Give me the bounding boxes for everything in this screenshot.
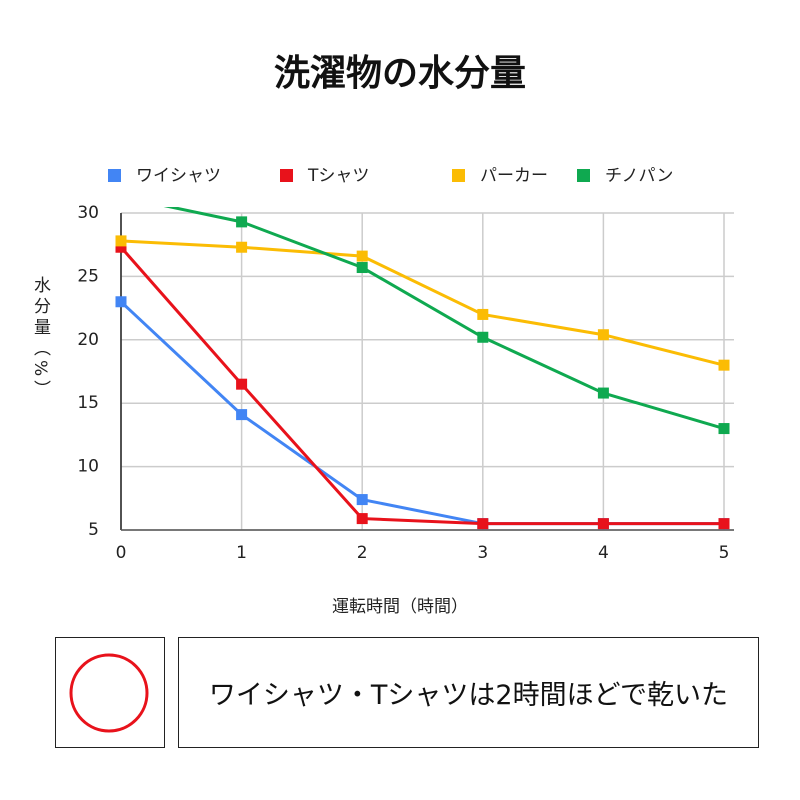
data-point <box>115 241 127 253</box>
legend: ワイシャツ Tシャツ パーカー チノパン <box>108 166 673 186</box>
data-point <box>597 329 609 341</box>
x-tick-label: 3 <box>477 543 488 563</box>
data-point <box>356 494 368 506</box>
legend-label: チノパン <box>605 166 673 186</box>
data-point <box>597 518 609 530</box>
y-tick-label: 30 <box>77 203 99 223</box>
chart-title: 洗濯物の水分量 <box>274 53 526 94</box>
circle-mark <box>69 653 149 733</box>
data-point <box>236 241 248 253</box>
data-point <box>597 387 609 399</box>
series-line <box>163 207 725 430</box>
legend-label: ワイシャツ <box>136 166 221 186</box>
legend-swatch <box>452 169 465 182</box>
data-point <box>236 378 248 390</box>
x-tick-label: 5 <box>719 543 730 563</box>
data-point <box>115 296 127 308</box>
data-point <box>356 513 368 525</box>
legend-swatch <box>280 169 293 182</box>
y-tick-label: 25 <box>77 266 99 286</box>
x-tick-label: 0 <box>116 543 127 563</box>
x-tick-label: 2 <box>357 543 368 563</box>
data-point <box>718 359 730 371</box>
series-line <box>119 246 724 526</box>
plot-area <box>115 191 730 530</box>
mark-box <box>55 637 165 748</box>
y-axis-label: 水分量（%） <box>30 276 51 401</box>
series-line <box>120 239 725 367</box>
x-tick-label: 4 <box>598 543 609 563</box>
data-point <box>356 262 368 274</box>
data-point <box>477 308 489 320</box>
y-tick-label: 5 <box>88 520 99 540</box>
data-point <box>477 518 489 530</box>
data-point <box>477 331 489 343</box>
data-point <box>718 518 730 530</box>
data-point <box>116 191 127 202</box>
legend-label: Tシャツ <box>307 166 369 186</box>
y-tick-label: 20 <box>77 330 99 350</box>
x-tick-label: 1 <box>236 543 247 563</box>
y-tick-label: 10 <box>77 457 99 477</box>
series-line <box>119 300 724 526</box>
y-tick-label: 15 <box>77 393 99 413</box>
chart: 洗濯物の水分量 水分量（%） 運転時間（時間） 5 10 15 20 25 30 0 1 2 3 4… <box>30 53 734 617</box>
x-axis-label: 運転時間（時間） <box>332 597 468 617</box>
data-point <box>236 216 248 228</box>
data-point <box>115 235 127 247</box>
data-point <box>236 409 248 421</box>
legend-swatch <box>108 169 121 182</box>
legend-swatch <box>577 169 590 182</box>
data-point <box>718 423 730 435</box>
data-point <box>356 250 368 262</box>
answer-text: ワイシャツ・Tシャツは2時間ほどで乾いた <box>178 637 759 748</box>
legend-label: パーカー <box>480 166 548 186</box>
